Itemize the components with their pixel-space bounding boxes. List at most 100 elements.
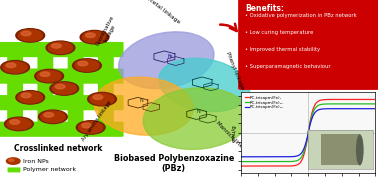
PC-trisapm(Fe)₁₂ [373,108,378,110]
Circle shape [80,30,109,44]
FancyBboxPatch shape [238,0,378,90]
PC-trisapm(Fe)₁₀ [373,103,378,105]
Circle shape [21,93,31,98]
Circle shape [5,117,33,131]
Circle shape [48,42,73,53]
Text: Fe: Fe [167,54,173,59]
Legend: PC-trisapm(Fe)₇, PC-trisapm(Fe)₁₀, PC-trisapm(Fe)₁₂: PC-trisapm(Fe)₇, PC-trisapm(Fe)₁₀, PC-tr… [243,94,285,111]
FancyBboxPatch shape [37,109,53,123]
Circle shape [40,72,50,76]
Text: N,O - acetal linkage: N,O - acetal linkage [132,0,181,25]
PC-trisapm(Fe)₁₂ [263,156,267,158]
Circle shape [50,82,79,95]
Circle shape [55,84,65,89]
Circle shape [6,63,16,68]
FancyBboxPatch shape [37,82,53,96]
Ellipse shape [143,88,250,149]
Circle shape [10,120,20,124]
Circle shape [52,83,76,94]
Circle shape [51,44,61,48]
Text: • Oxidative polymerization in PBz network: • Oxidative polymerization in PBz networ… [245,13,357,18]
FancyBboxPatch shape [0,68,124,84]
FancyBboxPatch shape [68,109,84,123]
Circle shape [21,31,31,36]
Text: Crosslinked network: Crosslinked network [14,144,103,153]
Circle shape [76,121,105,134]
PC-trisapm(Fe)₁₀ [273,161,278,163]
Circle shape [1,61,29,74]
PC-trisapm(Fe)₁₂ [239,156,243,158]
PC-trisapm(Fe)₁₂ [300,152,304,154]
PC-trisapm(Fe)₁₀ [340,103,344,105]
Ellipse shape [94,77,193,135]
PC-trisapm(Fe)₁₂ [318,108,322,110]
Text: Iron NPs: Iron NPs [23,159,48,164]
Circle shape [78,61,88,66]
FancyBboxPatch shape [0,95,124,110]
Text: Mannich linkage: Mannich linkage [215,120,250,156]
PC-trisapm(Fe)₁₂ [273,156,278,158]
Circle shape [41,111,65,122]
Ellipse shape [159,58,249,112]
Circle shape [16,29,45,42]
FancyBboxPatch shape [8,167,20,172]
Line: PC-trisapm(Fe)₁₂: PC-trisapm(Fe)₁₂ [241,109,375,157]
Text: Ary amine linkage: Ary amine linkage [81,99,112,141]
Circle shape [39,110,67,124]
Circle shape [18,92,42,103]
FancyBboxPatch shape [7,109,23,123]
Text: N: N [140,98,144,102]
Circle shape [46,41,75,55]
FancyBboxPatch shape [7,56,23,70]
Text: Biobased Polybenzoxazine
(PBz): Biobased Polybenzoxazine (PBz) [114,154,234,173]
Text: • Improved thermal stability: • Improved thermal stability [245,47,320,52]
PC-trisapm(Fe)₇ [273,165,278,167]
FancyBboxPatch shape [98,109,114,123]
FancyBboxPatch shape [37,56,53,70]
PC-trisapm(Fe)₇ [318,99,322,101]
Line: PC-trisapm(Fe)₁₀: PC-trisapm(Fe)₁₀ [241,104,375,162]
FancyBboxPatch shape [0,122,124,137]
PC-trisapm(Fe)₁₀ [239,161,243,163]
PC-trisapm(Fe)₁₀ [328,103,333,105]
Text: Phenyl linkage: Phenyl linkage [225,51,245,90]
Circle shape [88,92,116,106]
FancyBboxPatch shape [68,56,84,70]
Text: Benefits:: Benefits: [246,4,285,13]
Circle shape [85,33,95,38]
PC-trisapm(Fe)₇ [328,98,333,101]
Text: Polymer network: Polymer network [23,167,76,172]
Circle shape [79,122,103,133]
Text: • Superparamagnetic behaviour: • Superparamagnetic behaviour [245,64,331,69]
Circle shape [90,93,114,105]
PC-trisapm(Fe)₁₂ [328,108,333,110]
Ellipse shape [119,32,214,88]
Circle shape [82,123,91,128]
PC-trisapm(Fe)₇ [340,98,344,101]
Y-axis label: emu/g: emu/g [232,124,237,142]
Circle shape [75,60,99,71]
Circle shape [6,158,20,164]
Circle shape [18,30,42,41]
Circle shape [9,159,14,161]
FancyBboxPatch shape [0,42,124,57]
FancyBboxPatch shape [98,82,114,96]
PC-trisapm(Fe)₁₂ [340,108,344,110]
Circle shape [73,59,101,72]
Text: N: N [197,109,200,114]
FancyBboxPatch shape [68,82,84,96]
FancyBboxPatch shape [7,82,23,96]
PC-trisapm(Fe)₇ [263,165,267,167]
Circle shape [82,32,107,43]
Circle shape [44,113,54,117]
PC-trisapm(Fe)₇ [373,98,378,101]
PC-trisapm(Fe)₇ [239,165,243,167]
Line: PC-trisapm(Fe)₇: PC-trisapm(Fe)₇ [241,99,375,166]
Text: Coordinative
linkage: Coordinative linkage [95,15,120,49]
Circle shape [93,95,103,99]
Circle shape [7,118,31,130]
Circle shape [37,70,61,82]
Circle shape [35,69,64,83]
PC-trisapm(Fe)₁₀ [318,104,322,106]
PC-trisapm(Fe)₁₀ [300,155,304,158]
